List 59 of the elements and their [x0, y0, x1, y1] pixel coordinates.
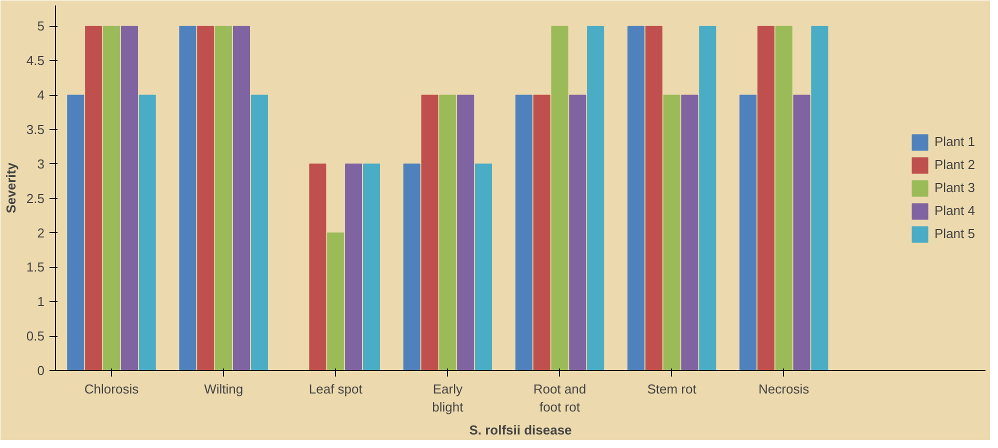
y-tick-label: 5: [37, 18, 45, 34]
bar: [233, 26, 250, 370]
bar: [138, 94, 156, 370]
legend-label: Plant 3: [934, 180, 975, 195]
legend-label: Plant 2: [934, 157, 975, 172]
bar: [345, 164, 362, 370]
bar: [85, 26, 102, 370]
bar: [757, 26, 774, 370]
x-tick-label: Chlorosis: [84, 382, 140, 396]
bar: [775, 26, 792, 370]
y-tick-label: 2.5: [26, 190, 45, 206]
bar: [120, 26, 138, 370]
x-tick-label: Root and foot rot: [533, 382, 586, 414]
bar: [533, 94, 550, 370]
bar: [699, 26, 716, 370]
bar: [739, 94, 756, 370]
bar: [587, 26, 604, 370]
bar: [403, 164, 420, 370]
bar: [681, 94, 698, 370]
legend-label: Plant 1: [934, 134, 975, 149]
bar: [197, 26, 214, 370]
legend-label: Plant 5: [934, 226, 975, 241]
bar: [309, 164, 326, 370]
bar: [793, 94, 810, 370]
y-tick-label: 4: [37, 88, 45, 103]
x-tick-label: Necrosis: [758, 382, 810, 396]
bar: [663, 94, 680, 370]
bar: [250, 94, 268, 370]
y-tick-label: 2: [37, 225, 45, 240]
x-tick-label: Stem rot: [647, 382, 697, 396]
bar: [515, 94, 532, 370]
y-axis-title: Severity: [3, 162, 18, 214]
y-tick-label: 1: [37, 294, 45, 310]
bar: [569, 94, 586, 370]
bar: [627, 26, 644, 370]
bar: [457, 94, 474, 370]
x-tick-label: Early blight: [432, 382, 464, 414]
bar: [179, 26, 196, 370]
bar: [67, 94, 84, 370]
y-tick-label: 0: [37, 363, 45, 378]
x-tick-label: Wilting: [204, 382, 244, 396]
bar: [645, 26, 662, 370]
bar: [475, 164, 492, 370]
bar: [439, 94, 456, 370]
legend-label: Plant 4: [934, 203, 975, 218]
x-axis-title: S. rolfsii disease: [469, 422, 572, 438]
bar: [103, 26, 120, 370]
y-tick-label: 3: [37, 156, 45, 172]
bar: [215, 26, 232, 370]
bar: [421, 94, 438, 370]
y-tick-label: 3.5: [26, 122, 45, 137]
bar: [811, 26, 828, 370]
y-tick-label: 4.5: [26, 53, 45, 68]
y-tick-label: 0.5: [26, 328, 45, 344]
bar: [551, 26, 568, 370]
bar: [327, 232, 344, 370]
bar: [362, 164, 380, 370]
y-tick-label: 1.5: [26, 260, 45, 275]
x-tick-label: Leaf spot: [308, 382, 363, 396]
